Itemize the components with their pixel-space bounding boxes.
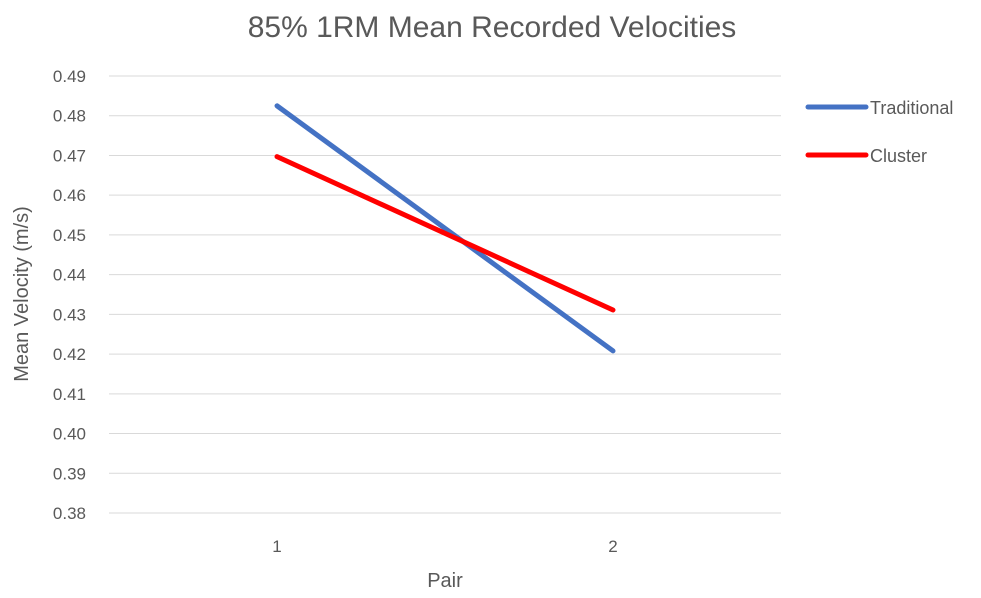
legend-label-cluster: Cluster	[870, 146, 927, 166]
x-axis-label: Pair	[427, 570, 463, 592]
x-tick-label: 1	[272, 537, 281, 556]
x-tick-label: 2	[608, 537, 617, 556]
y-tick-label: 0.49	[53, 67, 86, 86]
y-tick-label: 0.48	[53, 107, 86, 126]
legend: Traditional Cluster	[805, 98, 953, 166]
y-tick-label: 0.42	[53, 345, 86, 364]
y-axis-label: Mean Velocity (m/s)	[11, 206, 33, 382]
y-axis-ticks: 0.38 0.39 0.40 0.41 0.42 0.43 0.44 0.45 0.46 0.47…	[53, 67, 86, 523]
y-tick-label: 0.40	[53, 425, 86, 444]
chart-title: 85% 1RM Mean Recorded Velocities	[248, 11, 737, 44]
legend-label-traditional: Traditional	[870, 98, 953, 118]
y-tick-label: 0.46	[53, 186, 86, 205]
y-tick-label: 0.39	[53, 464, 86, 483]
y-tick-label: 0.45	[53, 226, 86, 245]
series-line-traditional	[274, 103, 616, 354]
series-lines	[274, 103, 616, 354]
y-tick-label: 0.41	[53, 385, 86, 404]
y-tick-label: 0.38	[53, 504, 86, 523]
series-line-cluster	[274, 154, 616, 313]
y-tick-label: 0.47	[53, 146, 86, 165]
y-tick-label: 0.44	[53, 266, 86, 285]
grid-lines	[109, 75, 781, 514]
y-tick-label: 0.43	[53, 305, 86, 324]
